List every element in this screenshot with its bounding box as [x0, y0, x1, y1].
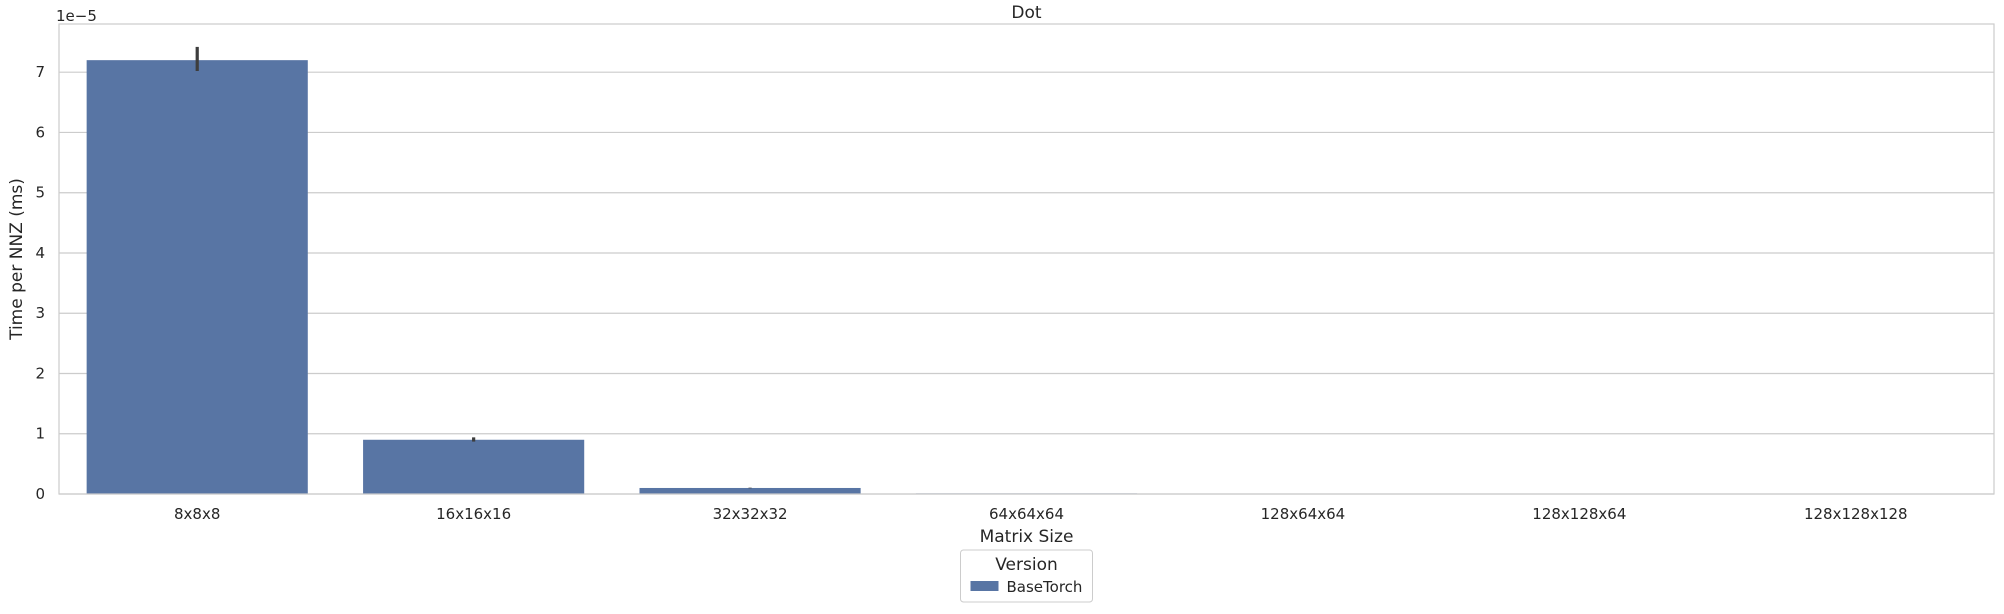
legend-title: Version	[995, 555, 1058, 575]
bar	[363, 439, 585, 494]
y-tick-label: 1	[35, 425, 45, 443]
chart-title: Dot	[1011, 3, 1041, 23]
x-tick-labels: 8x8x8 16x16x16 32x32x32 64x64x64 128x64x64 12…	[174, 505, 1908, 523]
y-tick-label: 0	[35, 485, 45, 503]
x-tick-label: 8x8x8	[174, 505, 220, 523]
error-bars	[195, 46, 752, 489]
y-tick-labels: 0 1 2 3 4 5 6 7	[35, 63, 45, 503]
bar	[639, 487, 861, 494]
bar	[86, 60, 308, 495]
y-tick-label: 2	[35, 364, 45, 382]
x-axis-label: Matrix Size	[980, 527, 1074, 547]
x-tick-label: 128x64x64	[1261, 505, 1346, 523]
y-axis-label: Time per NNZ (ms)	[7, 178, 27, 341]
y-scale-multiplier: 1e−5	[56, 7, 97, 25]
y-tick-label: 3	[35, 304, 45, 322]
y-tick-label: 4	[35, 244, 45, 262]
y-tick-label: 6	[35, 123, 45, 141]
x-tick-label: 128x128x128	[1804, 505, 1908, 523]
y-tick-label: 7	[35, 63, 45, 81]
bars	[86, 60, 1967, 495]
legend-swatch	[970, 581, 999, 591]
x-tick-label: 32x32x32	[713, 505, 788, 523]
gridlines	[59, 71, 1994, 495]
legend-label: BaseTorch	[1007, 578, 1083, 596]
legend: Version BaseTorch	[960, 549, 1093, 603]
plot-frame	[58, 23, 1995, 495]
y-tick-label: 5	[35, 184, 45, 202]
x-tick-label: 16x16x16	[436, 505, 511, 523]
x-tick-label: 128x128x64	[1532, 505, 1626, 523]
x-tick-label: 64x64x64	[989, 505, 1064, 523]
